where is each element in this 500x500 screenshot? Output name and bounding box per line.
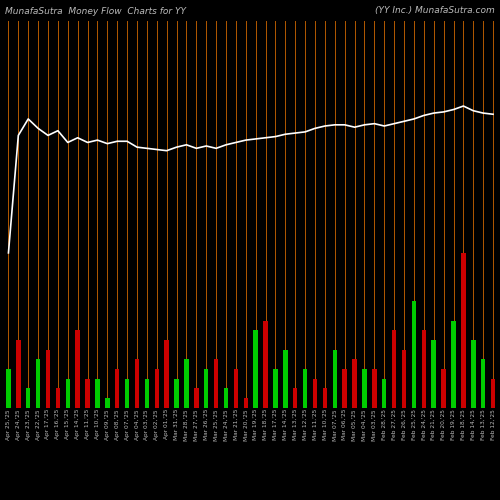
Bar: [95, 378, 100, 408]
Bar: [144, 378, 149, 408]
Bar: [194, 388, 198, 407]
Bar: [402, 350, 406, 408]
Bar: [342, 369, 347, 408]
Bar: [244, 398, 248, 407]
Bar: [154, 369, 159, 408]
Bar: [76, 330, 80, 407]
Bar: [452, 320, 456, 408]
Bar: [204, 369, 208, 408]
Bar: [254, 330, 258, 407]
Text: MunafaSutra  Money Flow  Charts for YY: MunafaSutra Money Flow Charts for YY: [5, 6, 186, 16]
Bar: [16, 340, 20, 407]
Bar: [184, 359, 188, 408]
Bar: [115, 369, 119, 408]
Bar: [224, 388, 228, 407]
Bar: [481, 359, 486, 408]
Bar: [412, 301, 416, 408]
Bar: [135, 359, 139, 408]
Bar: [105, 398, 110, 407]
Bar: [352, 359, 357, 408]
Bar: [392, 330, 396, 407]
Bar: [322, 388, 327, 407]
Bar: [174, 378, 179, 408]
Bar: [283, 350, 288, 408]
Bar: [125, 378, 130, 408]
Bar: [264, 320, 268, 408]
Bar: [461, 253, 466, 408]
Bar: [491, 378, 496, 408]
Bar: [471, 340, 476, 407]
Bar: [372, 369, 376, 408]
Bar: [46, 350, 50, 408]
Bar: [432, 340, 436, 407]
Bar: [293, 388, 298, 407]
Bar: [214, 359, 218, 408]
Bar: [274, 369, 278, 408]
Bar: [442, 369, 446, 408]
Bar: [313, 378, 318, 408]
Bar: [234, 369, 238, 408]
Bar: [56, 388, 60, 407]
Bar: [36, 359, 40, 408]
Bar: [382, 378, 386, 408]
Bar: [66, 378, 70, 408]
Bar: [332, 350, 337, 408]
Bar: [86, 378, 90, 408]
Bar: [164, 340, 169, 407]
Bar: [26, 388, 30, 407]
Text: (YY Inc.) MunafaSutra.com: (YY Inc.) MunafaSutra.com: [375, 6, 495, 16]
Bar: [303, 369, 308, 408]
Bar: [362, 369, 366, 408]
Bar: [422, 330, 426, 407]
Bar: [6, 369, 10, 408]
